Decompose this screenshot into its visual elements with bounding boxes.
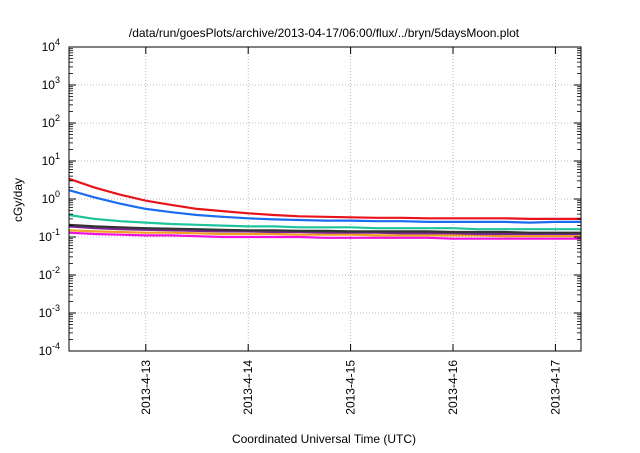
series-line — [68, 229, 581, 238]
series-line — [68, 177, 581, 220]
y-axis-label: cGy/day — [11, 178, 25, 222]
y-tick-label: 10-2 — [39, 265, 60, 282]
x-axis-label: Coordinated Universal Time (UTC) — [232, 432, 416, 446]
y-tick-label: 102 — [42, 113, 60, 130]
axis-ticks: 10-4 10-3 10-2 10-1 100 101 102 103 104 2013-4-13… — [39, 37, 581, 415]
y-tick-label: 100 — [42, 189, 60, 206]
series-line — [68, 213, 581, 231]
y-tick-label: 10-4 — [39, 341, 60, 358]
y-tick-label: 101 — [42, 151, 60, 168]
data-series — [68, 177, 581, 240]
y-tick-label: 10-1 — [39, 227, 60, 244]
series-line — [68, 231, 581, 240]
x-tick-label: 2013-4-13 — [139, 360, 153, 415]
x-tick-label: 2013-4-17 — [548, 360, 562, 415]
series-line — [68, 225, 581, 236]
series-line — [68, 223, 581, 234]
x-tick-label: 2013-4-15 — [344, 360, 358, 415]
y-tick-label: 104 — [42, 37, 60, 54]
x-tick-label: 2013-4-14 — [241, 360, 255, 415]
y-tick-label: 103 — [42, 75, 60, 92]
y-tick-label: 10-3 — [39, 303, 60, 320]
chart-title: /data/run/goesPlots/archive/2013-04-17/0… — [129, 26, 520, 40]
series-line — [68, 189, 581, 224]
grid-lines — [69, 47, 581, 351]
x-tick-label: 2013-4-16 — [446, 360, 460, 415]
